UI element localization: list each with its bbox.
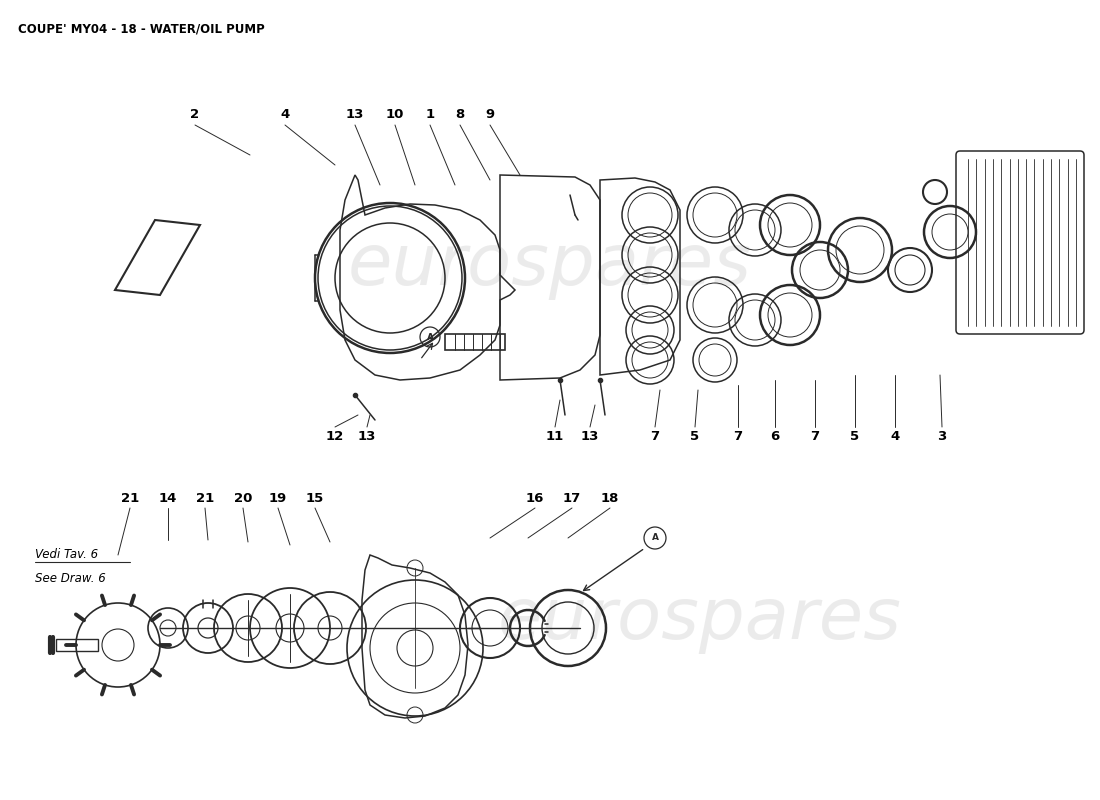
- Text: 3: 3: [937, 430, 947, 443]
- Text: 4: 4: [890, 430, 900, 443]
- Text: 7: 7: [650, 430, 660, 443]
- Text: 4: 4: [280, 109, 289, 122]
- Text: 5: 5: [691, 430, 700, 443]
- Text: 10: 10: [386, 109, 404, 122]
- Text: 18: 18: [601, 491, 619, 505]
- Text: 13: 13: [581, 430, 600, 443]
- Text: 17: 17: [563, 491, 581, 505]
- Text: 5: 5: [850, 430, 859, 443]
- Text: Vedi Tav. 6: Vedi Tav. 6: [35, 549, 98, 562]
- Text: 6: 6: [770, 430, 780, 443]
- Text: 21: 21: [196, 491, 214, 505]
- Text: 20: 20: [234, 491, 252, 505]
- Text: 7: 7: [734, 430, 742, 443]
- Text: eurospares: eurospares: [498, 586, 902, 654]
- Text: 19: 19: [268, 491, 287, 505]
- Text: See Draw. 6: See Draw. 6: [35, 571, 106, 585]
- Text: 13: 13: [358, 430, 376, 443]
- Text: A: A: [427, 333, 433, 342]
- Text: eurospares: eurospares: [348, 230, 752, 299]
- Text: 7: 7: [811, 430, 819, 443]
- Text: 1: 1: [426, 109, 434, 122]
- Text: 15: 15: [306, 491, 324, 505]
- Text: 8: 8: [455, 109, 464, 122]
- Text: 2: 2: [190, 109, 199, 122]
- Text: A: A: [651, 534, 659, 542]
- Text: 14: 14: [158, 491, 177, 505]
- Text: COUPE' MY04 - 18 - WATER/OIL PUMP: COUPE' MY04 - 18 - WATER/OIL PUMP: [18, 22, 265, 35]
- Text: 11: 11: [546, 430, 564, 443]
- Text: 12: 12: [326, 430, 344, 443]
- Text: 16: 16: [526, 491, 544, 505]
- Text: 13: 13: [345, 109, 364, 122]
- Text: 21: 21: [121, 491, 139, 505]
- Text: 9: 9: [485, 109, 495, 122]
